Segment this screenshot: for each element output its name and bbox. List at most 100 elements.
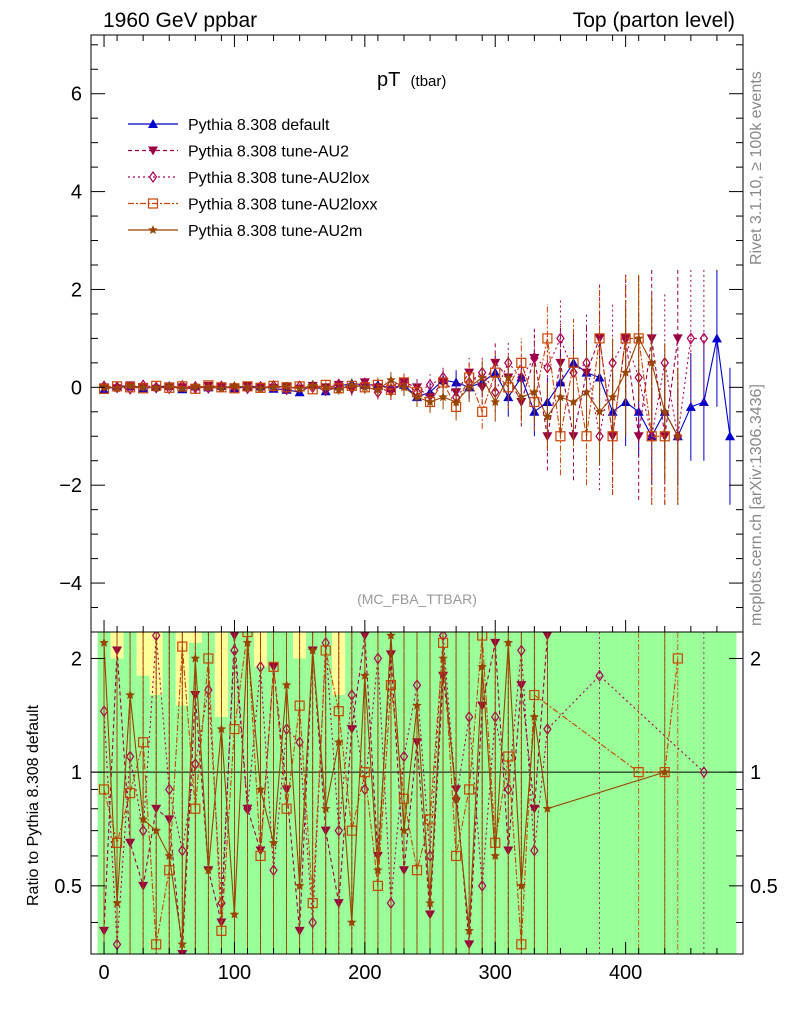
data-point [556,332,565,345]
ratio-point [138,814,148,824]
header-right-label: Top (parton level) [573,9,735,32]
data-point [660,406,670,416]
data-point [190,381,201,391]
ratio-band-green [619,632,633,954]
data-point [164,381,174,391]
ratio-point [595,669,604,682]
ratio-point [190,653,201,663]
ratio-point [334,737,344,747]
data-point [386,375,396,384]
ratio-point [412,700,422,710]
legend-marker [148,146,158,156]
ratio-point [542,803,553,813]
ratio-point [373,865,383,875]
x-tick-label: 200 [348,962,381,984]
data-point [620,367,631,377]
data-point [711,333,722,343]
legend-marker [147,198,159,209]
y-tick-label: 6 [71,84,82,106]
data-point [724,431,735,441]
ratio-point [255,784,266,794]
data-point [281,381,292,391]
ratio-point [164,850,174,860]
ratio-point [503,637,513,647]
data-point [321,382,331,392]
data-point [112,381,122,394]
data-point [307,380,318,390]
ratio-point [307,645,318,655]
ratio-point [451,793,461,803]
data-point [699,332,709,345]
ratio-point [268,837,279,847]
ratio-band-green [580,632,594,954]
series-au2m [99,274,683,505]
ratio-point [699,766,709,779]
data-point [647,357,657,367]
ratio-point [660,767,670,777]
data-point [203,382,214,392]
ratio-point [347,917,357,927]
ratio-point [516,880,527,890]
ratio-point [477,661,487,671]
ratio-point [529,712,540,721]
data-point [490,397,500,407]
data-point [555,392,566,402]
data-point [268,381,279,391]
data-point [633,333,644,343]
data-point [464,382,474,392]
ratio-point [112,898,122,908]
data-point [151,382,161,392]
ratio-band-green [606,632,620,954]
ratio-point [229,909,240,919]
data-point [282,383,291,396]
data-point [294,383,305,393]
data-point [99,381,109,391]
ratio-y-tick-label: 2 [71,648,82,670]
axes-group: 0 100 200 300 400 −4 −2 0 2 4 6 0.5 0.5 1 1 2 2 [54,35,778,984]
analysis-label: (MC_FBA_TTBAR) [357,591,477,607]
y-tick-label: 2 [71,279,82,301]
data-point [451,397,461,407]
data-point [594,333,605,344]
data-point [216,383,227,393]
data-point [255,383,266,393]
series-line-au2loxx [103,337,665,437]
y-tick-label: −2 [59,475,82,497]
ratio-band-green [553,632,567,954]
plot-title-sub: (tbar) [411,73,447,90]
y-tick-label: 0 [71,377,82,399]
ratio-point [386,632,396,640]
y-tick-label: −4 [59,573,82,595]
legend-entry-au2loxx: Pythia 8.308 tune-AU2loxx [128,197,377,214]
ratio-point [360,670,370,680]
ratio-band-green [710,632,724,954]
ratio-y-tick-label: 1 [71,762,82,784]
ratio-point [216,724,227,734]
ratio-y-tick-label-right: 1 [750,762,761,784]
ratio-point [281,680,292,690]
data-point [138,382,148,392]
data-point [607,392,618,402]
legend-marker [148,225,158,234]
data-point [334,384,344,394]
ratio-band-green [566,632,580,954]
ratio-point [177,939,187,949]
data-point [242,382,253,392]
header-left-label: 1960 GeV ppbar [103,9,257,32]
ratio-point [438,653,448,663]
mcplots-label: mcplots.cern.ch [arXiv:1306.3436] [748,384,765,626]
x-tick-label: 300 [479,962,512,984]
data-point [425,378,435,391]
ratio-point [321,803,331,813]
legend-marker [148,170,158,184]
legend-label: Pythia 8.308 tune-AU2 [188,144,349,161]
x-tick-label: 0 [98,962,109,984]
data-point [177,383,187,393]
data-point [516,357,527,368]
data-point [594,406,605,416]
data-point [672,334,683,344]
ratio-point [464,925,474,935]
data-point [373,386,383,399]
data-point [581,387,592,397]
ratio-y-tick-label: 0.5 [54,876,82,898]
